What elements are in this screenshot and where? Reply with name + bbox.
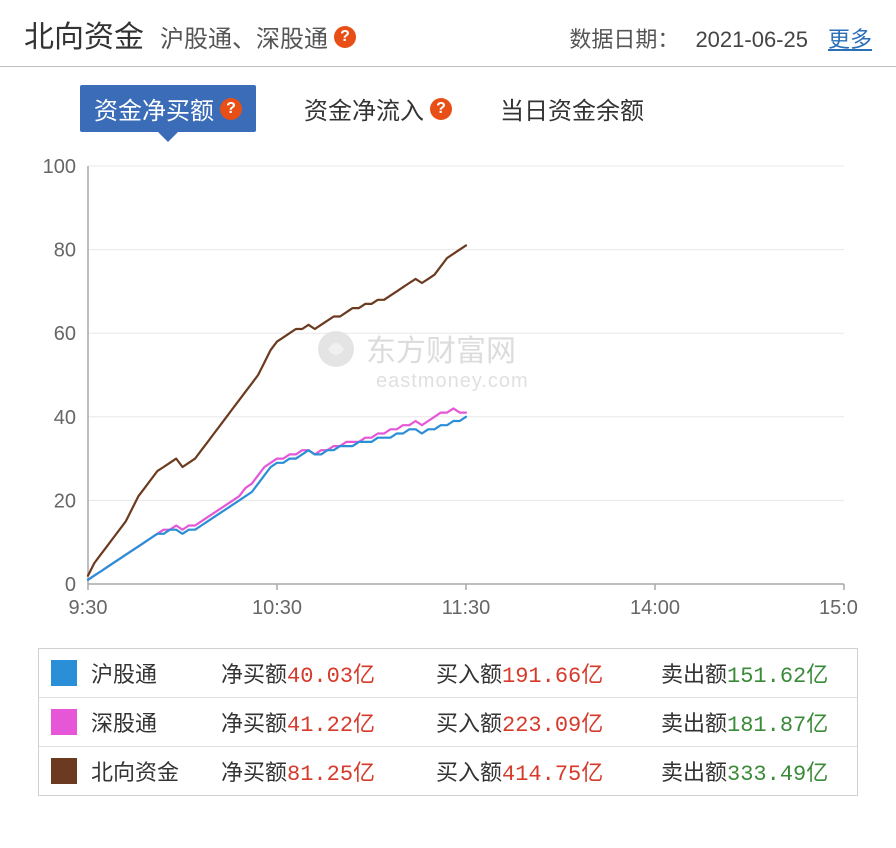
legend-metric-net: 净买额41.22亿: [221, 706, 436, 738]
svg-text:100: 100: [43, 156, 76, 178]
net-buy-chart: 0 20 40 60 80 100 9:30 10:30 11:30 14:00 15:00 东方财富…: [18, 154, 858, 630]
svg-text:40: 40: [54, 407, 76, 429]
legend-metric-buy: 买入额191.66亿: [436, 657, 661, 689]
legend-swatch: [51, 758, 77, 784]
legend-metric-buy: 买入额223.09亿: [436, 706, 661, 738]
svg-text:11:30: 11:30: [442, 597, 491, 619]
legend-metric-sell: 卖出额181.87亿: [661, 706, 845, 738]
metric-value: 40.03亿: [287, 657, 375, 689]
tab-1[interactable]: 资金净流入?: [304, 91, 452, 126]
series-total: [88, 245, 466, 575]
metric-label: 买入额: [436, 706, 502, 738]
metric-value: 414.75亿: [502, 755, 603, 787]
legend-metric-buy: 买入额414.75亿: [436, 755, 661, 787]
chart-container: 0 20 40 60 80 100 9:30 10:30 11:30 14:00 15:00 东方财富…: [0, 148, 896, 630]
legend-row: 深股通净买额41.22亿买入额223.09亿卖出额181.87亿: [39, 697, 857, 746]
metric-label: 卖出额: [661, 657, 727, 689]
help-icon[interactable]: ?: [334, 26, 356, 48]
svg-text:20: 20: [54, 490, 76, 512]
page-title: 北向资金: [24, 12, 144, 56]
legend-swatch: [51, 709, 77, 735]
legend-metric-net: 净买额81.25亿: [221, 755, 436, 787]
series-sh: [88, 417, 466, 580]
metric-value: 181.87亿: [727, 706, 828, 738]
legend-metric-sell: 卖出额333.49亿: [661, 755, 845, 787]
legend-series-name: 沪股通: [91, 657, 221, 689]
legend-table: 沪股通净买额40.03亿买入额191.66亿卖出额151.62亿深股通净买额41…: [38, 648, 858, 796]
svg-text:9:30: 9:30: [69, 597, 108, 619]
legend-metric-net: 净买额40.03亿: [221, 657, 436, 689]
legend-row: 沪股通净买额40.03亿买入额191.66亿卖出额151.62亿: [39, 649, 857, 697]
metric-label: 买入额: [436, 755, 502, 787]
tab-2[interactable]: 当日资金余额: [500, 91, 644, 126]
legend-series-name: 深股通: [91, 706, 221, 738]
metric-value: 41.22亿: [287, 706, 375, 738]
tab-label: 资金净流入: [304, 91, 424, 126]
svg-text:14:00: 14:00: [630, 597, 680, 619]
svg-text:0: 0: [65, 574, 76, 596]
metric-label: 买入额: [436, 657, 502, 689]
svg-text:60: 60: [54, 323, 76, 345]
legend-series-name: 北向资金: [91, 755, 221, 787]
metric-value: 191.66亿: [502, 657, 603, 689]
metric-value: 223.09亿: [502, 706, 603, 738]
tab-0[interactable]: 资金净买额?: [80, 85, 256, 132]
help-icon[interactable]: ?: [220, 98, 242, 120]
metric-label: 净买额: [221, 706, 287, 738]
tab-label: 当日资金余额: [500, 91, 644, 126]
svg-text:10:30: 10:30: [252, 597, 302, 619]
more-link[interactable]: 更多: [828, 22, 872, 54]
metric-value: 151.62亿: [727, 657, 828, 689]
metric-value: 81.25亿: [287, 755, 375, 787]
metric-label: 净买额: [221, 755, 287, 787]
legend-swatch: [51, 660, 77, 686]
legend-row: 北向资金净买额81.25亿买入额414.75亿卖出额333.49亿: [39, 746, 857, 795]
page-subtitle: 沪股通、深股通 ?: [160, 19, 356, 54]
svg-text:80: 80: [54, 240, 76, 262]
metric-tabs: 资金净买额?资金净流入?当日资金余额: [0, 67, 896, 148]
metric-label: 净买额: [221, 657, 287, 689]
metric-value: 333.49亿: [727, 755, 828, 787]
legend-metric-sell: 卖出额151.62亿: [661, 657, 845, 689]
subtitle-text: 沪股通、深股通: [160, 19, 328, 54]
svg-text:东方财富网: 东方财富网: [366, 335, 516, 368]
svg-text:15:00: 15:00: [819, 597, 858, 619]
series-sz: [88, 408, 466, 579]
page-header: 北向资金 沪股通、深股通 ? 数据日期： 2021-06-25 更多: [0, 0, 896, 67]
metric-label: 卖出额: [661, 706, 727, 738]
metric-label: 卖出额: [661, 755, 727, 787]
date-label: 数据日期：: [569, 22, 679, 54]
help-icon[interactable]: ?: [430, 98, 452, 120]
tab-label: 资金净买额: [94, 91, 214, 126]
svg-text:eastmoney.com: eastmoney.com: [376, 370, 529, 392]
date-value: 2021-06-25: [695, 27, 808, 53]
